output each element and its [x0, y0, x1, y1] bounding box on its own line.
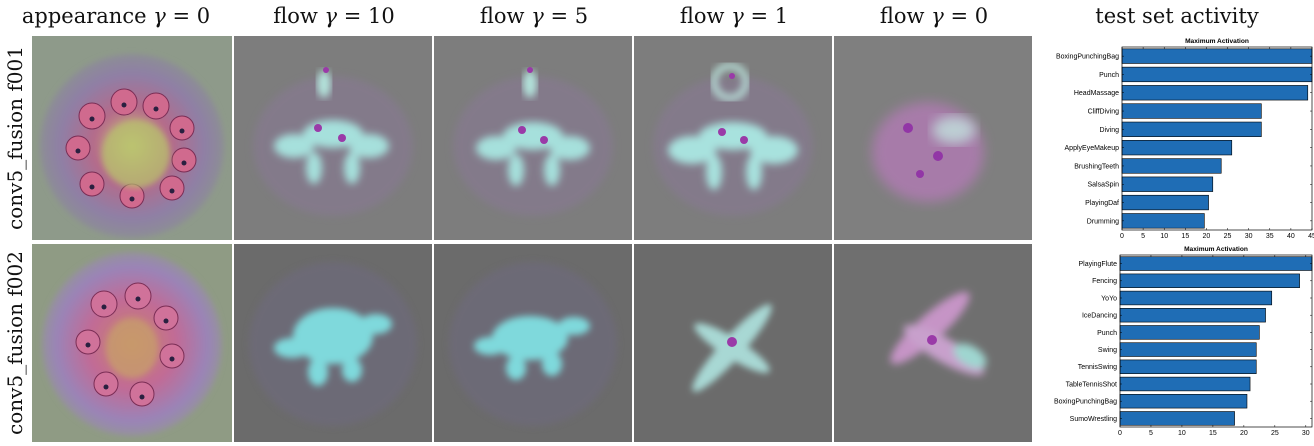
category-label: TableTennisShot — [1066, 381, 1117, 388]
x-tick-label: 30 — [1302, 430, 1310, 437]
category-label: BrushingTeeth — [1074, 163, 1119, 170]
column-title-gamma: 1 — [774, 4, 789, 28]
bar — [1121, 158, 1222, 174]
x-tick-label: 10 — [1178, 430, 1186, 437]
bar — [1119, 376, 1251, 392]
category-label: Swing — [1098, 347, 1117, 354]
column-title-prefix: flow — [273, 4, 318, 28]
bar — [1121, 103, 1262, 119]
category-label: SalsaSpin — [1087, 182, 1119, 189]
x-tick-label: 25 — [1271, 430, 1279, 437]
category-label: Punch — [1099, 72, 1119, 79]
x-tick-label: 0 — [1120, 233, 1124, 240]
bar — [1119, 325, 1260, 340]
chart-title: Maximum Activation — [1184, 246, 1248, 253]
x-tick-label: 15 — [1209, 430, 1217, 437]
category-label: BoxingPunchingBag — [1054, 399, 1117, 406]
bar — [1119, 308, 1266, 323]
row-label-f002: conv5_fusion f002 — [3, 251, 27, 435]
category-label: Fencing — [1092, 278, 1117, 285]
column-title-gamma: 5 — [574, 4, 589, 28]
bar — [1119, 256, 1313, 271]
x-tick-label: 45 — [1308, 233, 1314, 240]
visualization-tile-f001-flow-gamma-0 — [834, 36, 1032, 240]
bar — [1119, 273, 1300, 288]
visualization-tile-f002-flow-gamma-5 — [434, 244, 632, 442]
x-tick-label: 40 — [1287, 233, 1295, 240]
visualization-tile-f001-flow-gamma-10 — [234, 36, 432, 240]
bar — [1121, 85, 1309, 101]
column-title-gamma: 0 — [196, 4, 211, 28]
x-tick-label: 5 — [1141, 233, 1145, 240]
column-title-prefix: appearance — [21, 4, 147, 28]
x-tick-label: 0 — [1118, 430, 1122, 437]
category-label: SumoWrestling — [1070, 416, 1117, 423]
x-tick-label: 35 — [1266, 233, 1274, 240]
bar — [1121, 176, 1214, 192]
bar — [1121, 213, 1205, 229]
x-tick-label: 15 — [1181, 233, 1189, 240]
bar — [1121, 48, 1313, 64]
bar-chart-f002-svg: Maximum Activation PlayingFlute Fencing YoY… — [1054, 246, 1313, 437]
visualization-tile-f002-flow-gamma-0 — [834, 244, 1032, 442]
category-label: PlayingDaf — [1085, 200, 1119, 207]
plot-frame — [1119, 254, 1313, 428]
visualization-tile-f001-flow-gamma-5 — [434, 36, 632, 240]
x-tick-label: 25 — [1224, 233, 1232, 240]
bar — [1119, 342, 1257, 357]
column-title-flow-gamma-1: flow γ = 1 — [679, 4, 789, 28]
bar — [1119, 290, 1273, 306]
column-title-prefix: flow — [479, 4, 525, 28]
category-label: TennisSwing — [1078, 364, 1117, 371]
column-title-gamma: 10 — [368, 4, 395, 28]
category-label: BoxingPunchingBag — [1056, 54, 1119, 61]
x-tick-label: 20 — [1203, 233, 1211, 240]
x-tick-label: 30 — [1245, 233, 1253, 240]
x-tick-label: 10 — [1160, 233, 1168, 240]
bar-chart-f002: Maximum Activation PlayingFlute Fencing YoY… — [1038, 244, 1314, 442]
category-label: CliffDiving — [1088, 108, 1119, 115]
category-label: Diving — [1100, 127, 1120, 134]
column-title-flow-gamma-5: flow γ = 5 — [479, 4, 589, 28]
chart-title: Maximum Activation — [1185, 38, 1249, 45]
bar — [1121, 66, 1313, 83]
column-title-flow-gamma-10: flow γ = 10 — [273, 4, 395, 28]
category-label: HeadMassage — [1074, 90, 1119, 97]
x-tick-label: 5 — [1149, 430, 1153, 437]
category-label: IceDancing — [1082, 313, 1117, 320]
x-tick-label: 20 — [1240, 430, 1248, 437]
bar — [1121, 140, 1233, 156]
row-label-f001: conv5_fusion f001 — [3, 46, 27, 230]
visualization-tile-f001-flow-gamma-1 — [634, 36, 832, 240]
column-title-prefix: flow — [879, 4, 925, 28]
column-title-test-set-activity: test set activity — [1095, 4, 1259, 28]
bar — [1121, 194, 1209, 211]
category-label: PlayingFlute — [1078, 261, 1117, 268]
bar — [1119, 359, 1257, 374]
category-label: ApplyEyeMakeup — [1065, 145, 1120, 152]
column-title-prefix: flow — [679, 4, 725, 28]
visualization-tile-f002-flow-gamma-10 — [234, 244, 432, 442]
bar-chart-f001-svg: Maximum Activation BoxingPunchingBag Punch… — [1056, 38, 1314, 240]
column-title-flow-gamma-0: flow γ = 0 — [879, 4, 989, 28]
visualization-tile-f001-appearance — [32, 36, 232, 240]
category-label: YoYo — [1101, 295, 1117, 302]
category-label: Punch — [1097, 330, 1117, 337]
plot-frame — [1121, 46, 1313, 231]
column-title-gamma: 0 — [974, 4, 989, 28]
bar — [1119, 411, 1235, 426]
bar — [1121, 121, 1262, 137]
visualization-tile-f002-appearance — [32, 244, 232, 442]
visualization-tile-f002-flow-gamma-1 — [634, 244, 832, 442]
bar — [1119, 394, 1248, 409]
bar-chart-f001: Maximum Activation BoxingPunchingBag Punch… — [1038, 36, 1314, 242]
column-title-appearance-gamma-0: appearance γ = 0 — [21, 4, 211, 28]
category-label: Drumming — [1087, 218, 1119, 225]
